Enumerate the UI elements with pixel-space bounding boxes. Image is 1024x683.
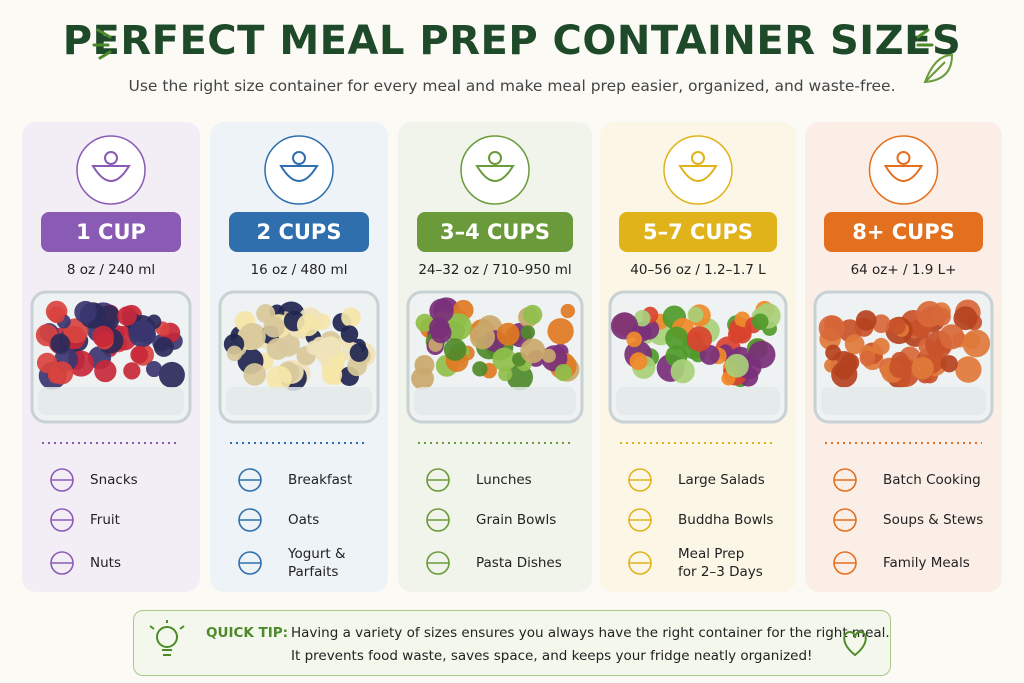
use-label: Fruit xyxy=(90,512,120,528)
use-label: Soups & Stews xyxy=(883,512,984,528)
size-label: 5–7 CUPS xyxy=(619,212,777,252)
subtitle: Use the right size container for every m… xyxy=(128,77,896,95)
use-label: Oats xyxy=(288,512,320,528)
use-label: Nuts xyxy=(90,555,121,571)
measure: 8 oz / 240 ml xyxy=(66,262,156,278)
use-label: Batch Cooking xyxy=(883,472,981,488)
use-label: Lunches xyxy=(476,472,532,488)
use-label: Yogurt & Parfaits xyxy=(288,546,346,580)
use-label: Pasta Dishes xyxy=(476,555,562,571)
measure: 24–32 oz / 710–950 ml xyxy=(418,262,572,278)
use-label: Large Salads xyxy=(678,472,765,488)
tip-label: QUICK TIP: xyxy=(206,625,289,641)
measure: 64 oz+ / 1.9 L+ xyxy=(850,262,957,278)
use-label: Meal Prep for 2–3 Days xyxy=(678,546,763,580)
measure: 16 oz / 480 ml xyxy=(250,262,348,278)
use-label: Family Meals xyxy=(883,555,970,571)
tip-box xyxy=(133,610,891,676)
use-label: Snacks xyxy=(90,472,138,488)
size-label: 2 CUPS xyxy=(229,212,369,252)
use-label: Buddha Bowls xyxy=(678,512,774,528)
size-label: 8+ CUPS xyxy=(824,212,983,252)
tip-text: Having a variety of sizes ensures you al… xyxy=(291,625,890,641)
use-label: Grain Bowls xyxy=(476,512,557,528)
size-label: 1 CUP xyxy=(41,212,181,252)
measure: 40–56 oz / 1.2–1.7 L xyxy=(630,262,766,278)
tip-text: It prevents food waste, saves space, and… xyxy=(291,648,813,664)
use-label: Breakfast xyxy=(288,472,353,488)
size-label: 3–4 CUPS xyxy=(417,212,573,252)
title: PERFECT MEAL PREP CONTAINER SIZES xyxy=(62,18,962,64)
